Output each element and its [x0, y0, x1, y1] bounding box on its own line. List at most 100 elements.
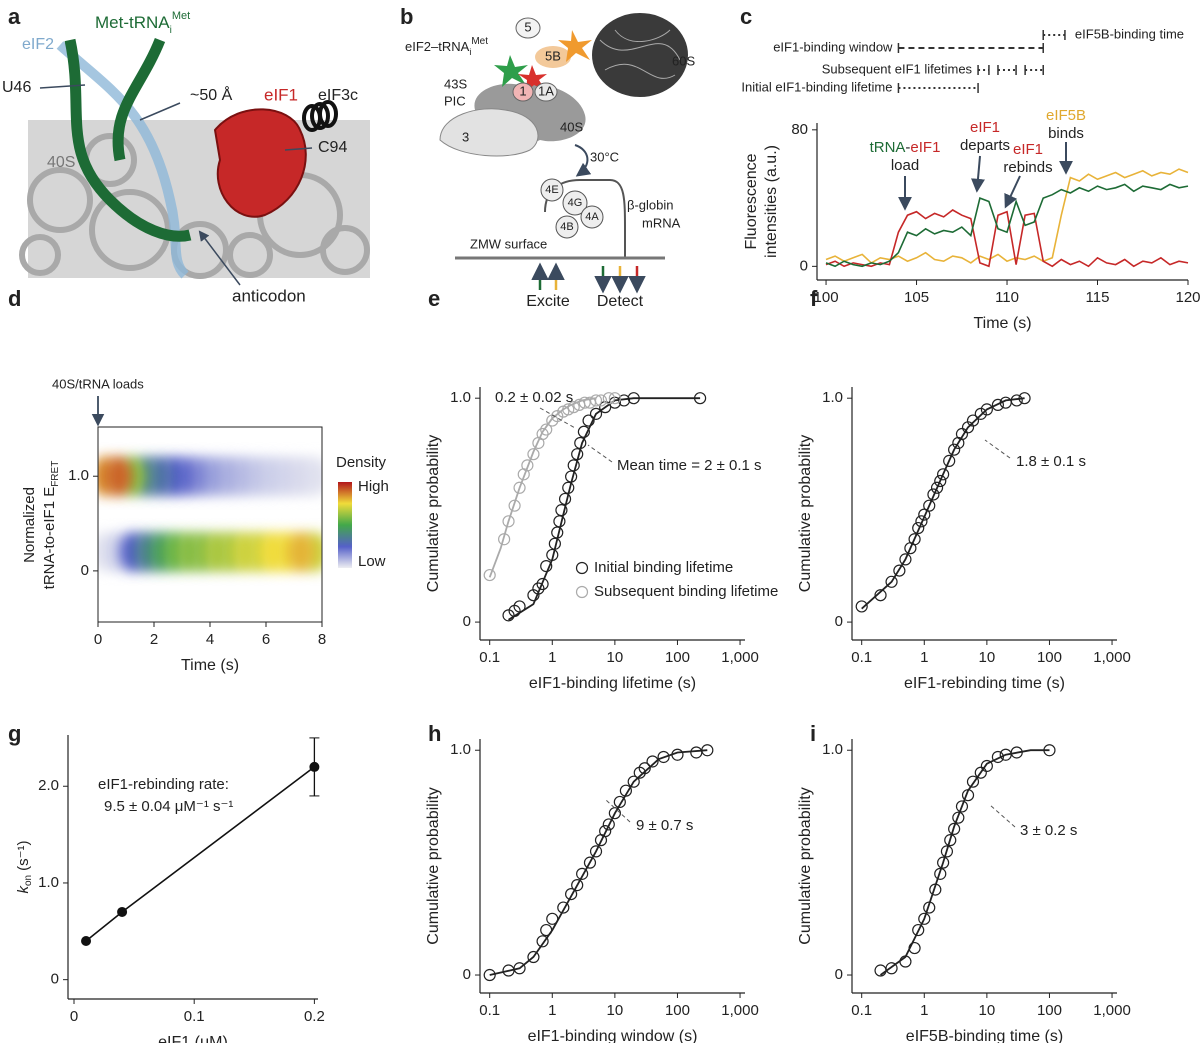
point [81, 935, 92, 946]
y-tick-label: 0 [800, 257, 808, 274]
annotation-part: tRNA [870, 139, 906, 156]
label: 40S [47, 154, 75, 171]
point [899, 553, 912, 566]
label: Detect [597, 293, 644, 310]
eif2-ribbon [56, 41, 189, 279]
annotation: load [891, 157, 919, 174]
annotation-part: eIF1 [1013, 141, 1043, 158]
point [974, 766, 987, 779]
panel-a: a Met-tRNAiMet eIF2 U46 ~50 Å eIF1 eIF3c… [2, 4, 370, 305]
point [608, 392, 621, 405]
point [532, 582, 545, 595]
factor-5 [515, 17, 541, 39]
annotation: eIF1-rebinding rate: [98, 776, 229, 793]
density-cell [287, 531, 315, 572]
panel-label: i [810, 721, 816, 746]
x-tick-label: 1 [548, 1002, 556, 1019]
annotation: Mean time = 2 ± 0.1 s [617, 457, 762, 474]
x-tick-label: 1 [920, 649, 928, 666]
x-tick-label: 110 [995, 289, 1019, 306]
x-axis-label: eIF1-binding window (s) [528, 1028, 698, 1043]
panel-label: h [428, 721, 441, 746]
panel-label: e [428, 286, 440, 311]
fit-line [508, 397, 701, 621]
point [912, 923, 925, 937]
x-tick-label: 1,000 [1093, 649, 1131, 666]
point [513, 962, 526, 975]
label-part: k [15, 885, 32, 894]
annotation-part: departs [960, 137, 1010, 154]
point [937, 468, 950, 481]
annotation-part: rebinds [1003, 159, 1052, 176]
point [929, 883, 942, 896]
x-tick-label: 0.1 [479, 649, 500, 666]
y-tick-label: 0 [463, 966, 471, 983]
label: 3 [462, 129, 469, 144]
y-tick-label: 1.0 [450, 741, 471, 758]
colorbar [338, 482, 352, 568]
interval-label: eIF5B-binding time [1075, 26, 1184, 41]
panel-label: f [810, 286, 818, 311]
x-tick-label: 8 [318, 631, 326, 648]
y-tick-label: 0 [51, 971, 59, 988]
point [602, 818, 615, 831]
x-tick-label: 0.1 [184, 1008, 205, 1025]
annotation: departs [960, 137, 1010, 154]
point [551, 410, 564, 423]
x-tick-label: 1 [920, 1002, 928, 1019]
point [923, 499, 936, 512]
y-axis-label: Cumulative probability [425, 435, 442, 592]
label-part: tRNA-to-eIF1 E [41, 487, 58, 590]
point [540, 923, 553, 937]
point [991, 398, 1004, 412]
point [908, 533, 921, 546]
x-tick-label: 115 [1086, 289, 1110, 306]
point [991, 750, 1004, 764]
point [608, 807, 621, 820]
factor-1 [512, 82, 534, 102]
point [1010, 394, 1023, 407]
arrow [971, 155, 985, 193]
trace [825, 168, 1189, 264]
point [855, 600, 868, 613]
point [918, 912, 931, 925]
annotation: binds [1048, 125, 1084, 142]
point [536, 427, 549, 441]
annotation: rebinds [1003, 159, 1052, 176]
point [923, 901, 936, 914]
colorbar-title: Density [336, 454, 387, 471]
point [599, 825, 612, 838]
point [693, 392, 707, 405]
label: anticodon [232, 286, 306, 305]
label: 30°C [590, 149, 619, 164]
y-tick-label: 1.0 [38, 874, 59, 891]
y-axis-label: Normalized [21, 487, 38, 563]
point [578, 396, 591, 409]
point [893, 564, 906, 577]
subunit-60s-texture [599, 29, 681, 79]
y-axis-label: Cumulative probability [797, 435, 814, 592]
point [915, 515, 928, 528]
y-axis-label: Cumulative probability [797, 787, 814, 944]
point [540, 423, 553, 436]
label: 5B [545, 48, 561, 63]
y-axis-label: Cumulative probability [425, 787, 442, 944]
point [927, 488, 940, 501]
legend-label: Subsequent binding lifetime [594, 583, 778, 600]
point [930, 481, 944, 494]
fit-line [879, 749, 1050, 976]
x-tick-label: 100 [1037, 1002, 1062, 1019]
point [899, 955, 912, 968]
point [908, 941, 921, 955]
point [483, 968, 496, 982]
point [948, 443, 961, 456]
label-part: (s⁻¹) [15, 840, 32, 870]
arrow [1004, 175, 1021, 209]
panel-label: c [740, 4, 752, 29]
point [582, 414, 595, 427]
point [589, 407, 603, 420]
label: 5 [524, 19, 531, 34]
x-tick-label: 100 [1037, 649, 1062, 666]
annotation: 9 ± 0.7 s [636, 817, 693, 834]
label: eIF1 [264, 85, 298, 104]
